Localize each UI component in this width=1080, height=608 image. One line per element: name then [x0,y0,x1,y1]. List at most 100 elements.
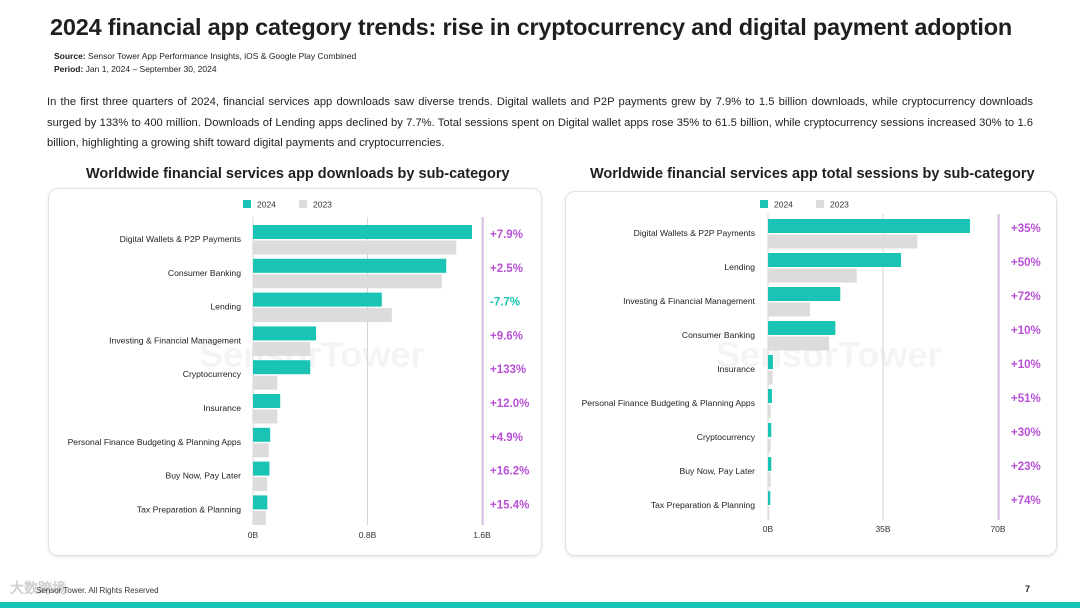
growth-label: +50% [1011,257,1041,269]
growth-label: -7.7% [490,297,520,309]
category-label: Insurance [203,403,241,413]
category-label: Lending [724,262,755,272]
bar-2024 [768,321,836,335]
downloads-chart-title: Worldwide financial services app downloa… [86,166,510,182]
category-label: Personal Finance Budgeting & Planning Ap… [582,398,755,408]
bar-2024 [253,427,271,442]
footer-logo: 大数跨境 [10,580,66,596]
bar-2023 [253,341,311,356]
category-label: Tax Preparation & Planning [651,500,755,510]
legend-swatch-2024 [760,200,768,208]
growth-label: +12.0% [490,398,529,410]
legend-label-2023: 2023 [830,200,849,210]
bar-2024 [768,457,772,471]
bar-2024 [253,461,270,476]
bar-2023 [253,308,392,323]
category-label: Cryptocurrency [183,369,242,379]
footer-copyright: Sensor Tower. All Rights Reserved [36,586,159,595]
bar-2023 [768,472,771,487]
bar-2024 [253,225,472,239]
category-label: Digital Wallets & P2P Payments [634,228,755,238]
source-text: Sensor Tower App Performance Insights, i… [88,51,357,61]
category-label: Personal Finance Budgeting & Planning Ap… [68,437,241,447]
bar-2024 [768,355,773,369]
category-label: Consumer Banking [682,330,755,340]
bar-2023 [253,240,457,255]
sessions-chart-title: Worldwide financial services app total s… [590,166,1035,182]
bar-2024 [768,423,772,437]
bar-2023 [768,438,771,453]
period-line: Period: Jan 1, 2024 – September 30, 2024 [54,64,217,74]
growth-label: +15.4% [490,499,529,511]
legend-swatch-2023 [816,200,824,208]
intro-paragraph: In the first three quarters of 2024, fin… [47,96,1033,149]
bar-2024 [253,394,281,408]
period-label: Period: [54,64,84,74]
page-number: 7 [1024,584,1030,594]
growth-label: +72% [1011,291,1041,303]
legend-label-2024: 2024 [257,200,276,210]
bar-2023 [253,443,269,458]
bar-2023 [253,477,268,492]
category-label: Investing & Financial Management [623,296,755,306]
bar-2024 [253,258,447,273]
legend-label-2024: 2024 [774,200,793,210]
bar-2023 [768,506,770,521]
sessions-chart: 2024 2023 0B 35B 70B Digital Wallets & P2P Pa… [582,200,1041,535]
bar-2024 [768,491,771,505]
category-label: Buy Now, Pay Later [166,471,242,481]
x-tick-label: 0B [763,524,774,534]
category-label: Lending [210,302,241,312]
category-label: Buy Now, Pay Later [680,466,756,476]
bar-2024 [253,326,316,341]
bar-2024 [768,287,841,301]
x-tick-label: 0.8B [359,530,377,540]
page-title: 2024 financial app category trends: rise… [50,14,1013,40]
x-tick-label: 70B [990,524,1005,534]
growth-label: +30% [1011,427,1041,439]
growth-label: +35% [1011,223,1041,235]
growth-label: +133% [490,364,526,376]
growth-label: +10% [1011,325,1041,337]
bar-2024 [253,495,268,510]
x-tick-label: 35B [875,524,890,534]
growth-label: +51% [1011,393,1041,405]
source-line: Source: Sensor Tower App Performance Ins… [54,51,356,61]
category-label: Cryptocurrency [697,432,756,442]
category-label: Consumer Banking [168,268,241,278]
bar-2023 [253,409,278,424]
growth-label: +9.6% [490,330,523,342]
bar-2024 [768,389,772,403]
category-label: Digital Wallets & P2P Payments [120,234,241,244]
bar-2023 [768,268,857,283]
period-text: Jan 1, 2024 – September 30, 2024 [85,64,217,74]
x-tick-label: 1.6B [473,530,491,540]
downloads-chart: 2024 2023 0B 0.8B 1.6B Digital Wallets & P2P … [68,200,530,541]
growth-label: +74% [1011,495,1041,507]
source-label: Source: [54,51,86,61]
bar-2024 [768,219,971,233]
category-label: Tax Preparation & Planning [137,504,241,514]
category-label: Insurance [717,364,755,374]
legend-swatch-2024 [243,200,251,208]
bar-2023 [253,274,442,289]
bar-2023 [253,510,266,525]
bar-2023 [768,336,830,351]
category-label: Investing & Financial Management [109,335,241,345]
legend-swatch-2023 [299,200,307,208]
bar-2024 [253,292,382,307]
growth-label: +16.2% [490,466,529,478]
bar-2023 [768,234,918,249]
legend-label-2023: 2023 [313,200,332,210]
bar-2024 [768,253,902,267]
bar-2023 [768,302,811,317]
growth-label: +10% [1011,359,1041,371]
growth-label: +2.5% [490,263,523,275]
footer-accent-line [0,602,1080,608]
growth-label: +7.9% [490,229,523,241]
growth-label: +23% [1011,461,1041,473]
bar-2024 [253,360,311,375]
